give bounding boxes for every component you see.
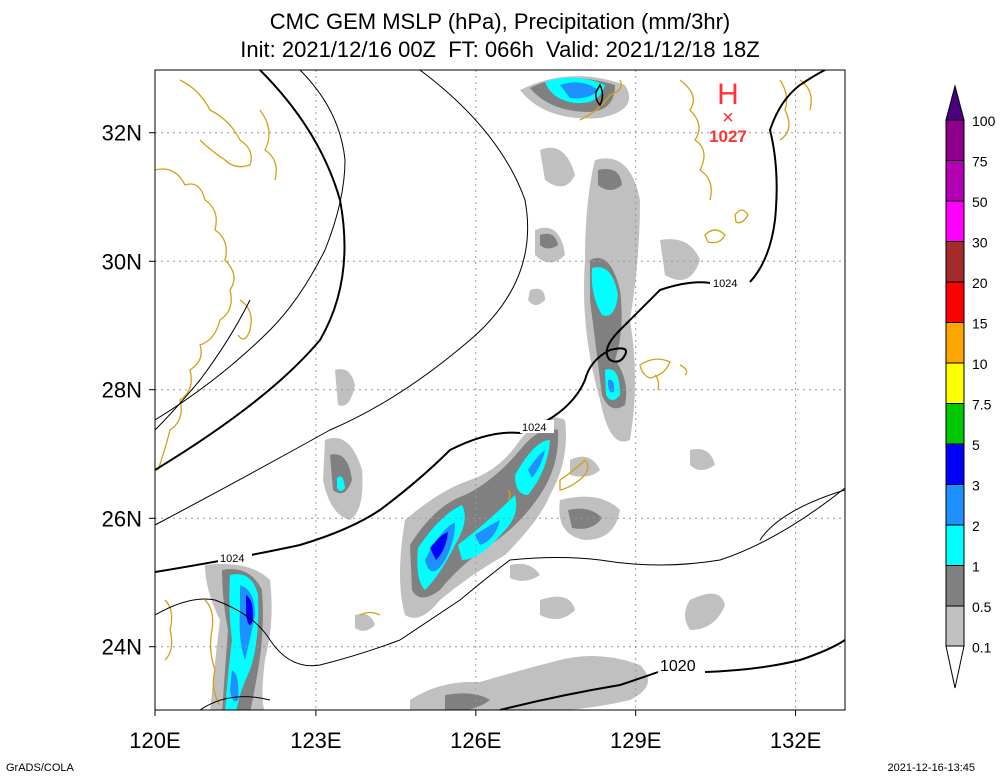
colorbar-label-0-1: 0.1 [972, 640, 992, 656]
colorbar: 100 75 50 30 20 15 10 7.5 5 3 2 1 0.5 0.… [945, 84, 996, 689]
colorbar-box [945, 241, 965, 283]
colorbar-label-0-5: 0.5 [972, 599, 992, 615]
colorbar-box [945, 484, 965, 526]
colorbar-label-3: 3 [972, 478, 980, 494]
colorbar-label-20: 20 [972, 275, 988, 291]
precipitation-shading [205, 76, 725, 710]
colorbar-box [945, 322, 965, 364]
colorbar-box [945, 119, 965, 161]
colorbar-label-15: 15 [972, 316, 988, 332]
high-pressure-value: 1027 [709, 127, 747, 146]
isobars [155, 70, 845, 710]
colorbar-label-7-5: 7.5 [972, 397, 992, 413]
footer-timestamp: 2021-12-16-13:45 [887, 762, 975, 774]
lat-label-30n: 30N [102, 249, 142, 274]
colorbar-box [945, 281, 965, 323]
lon-label-120e: 120E [129, 728, 180, 753]
colorbar-box [945, 443, 965, 485]
colorbar-label-1: 1 [972, 559, 980, 575]
latitude-labels: 32N 30N 28N 26N 24N [102, 121, 142, 660]
colorbar-boxes [945, 119, 965, 647]
colorbar-label-10: 10 [972, 356, 988, 372]
longitude-labels: 120E 123E 126E 129E 132E [129, 728, 821, 753]
colorbar-box [945, 160, 965, 202]
colorbar-label-100: 100 [972, 113, 996, 129]
colorbar-box [945, 362, 965, 404]
colorbar-box [945, 200, 965, 242]
isobar-label-1020: 1020 [660, 658, 696, 675]
colorbar-label-30: 30 [972, 235, 988, 251]
colorbar-bottom-arrow [945, 645, 965, 689]
high-marker: × [722, 107, 734, 129]
lat-label-32n: 32N [102, 121, 142, 146]
isobar-label-1024-east: 1024 [713, 278, 737, 290]
high-symbol: H [717, 78, 739, 111]
map-title: CMC GEM MSLP (hPa), Precipitation (mm/3h… [269, 9, 731, 34]
colorbar-labels: 100 75 50 30 20 15 10 7.5 5 3 2 1 0.5 0.… [972, 113, 996, 656]
isobar-label-1024-west: 1024 [220, 553, 244, 565]
map-area: 1024 1024 1024 1020 H × 1027 [155, 70, 845, 710]
colorbar-box [945, 403, 965, 445]
isobar-labels: 1024 1024 1024 1020 [218, 276, 745, 675]
colorbar-label-50: 50 [972, 194, 988, 210]
isobar-label-1024-central: 1024 [522, 422, 546, 434]
colorbar-label-5: 5 [972, 437, 980, 453]
lon-label-123e: 123E [290, 728, 341, 753]
axis-ticks [149, 132, 797, 716]
colorbar-label-2: 2 [972, 518, 980, 534]
map-subtitle: Init: 2021/12/16 00Z FT: 066h Valid: 202… [240, 37, 760, 62]
lon-label-129e: 129E [610, 728, 661, 753]
colorbar-box [945, 524, 965, 566]
lat-label-24n: 24N [102, 635, 142, 660]
high-pressure-center: H × 1027 [709, 78, 747, 146]
colorbar-box [945, 605, 965, 647]
colorbar-box [945, 565, 965, 607]
colorbar-top-arrow [945, 84, 965, 121]
lon-label-132e: 132E [770, 728, 821, 753]
colorbar-label-75: 75 [972, 154, 988, 170]
lon-label-126e: 126E [450, 728, 501, 753]
footer-credit: GrADS/COLA [6, 762, 74, 774]
lat-label-28n: 28N [102, 378, 142, 403]
lat-label-26n: 26N [102, 506, 142, 531]
